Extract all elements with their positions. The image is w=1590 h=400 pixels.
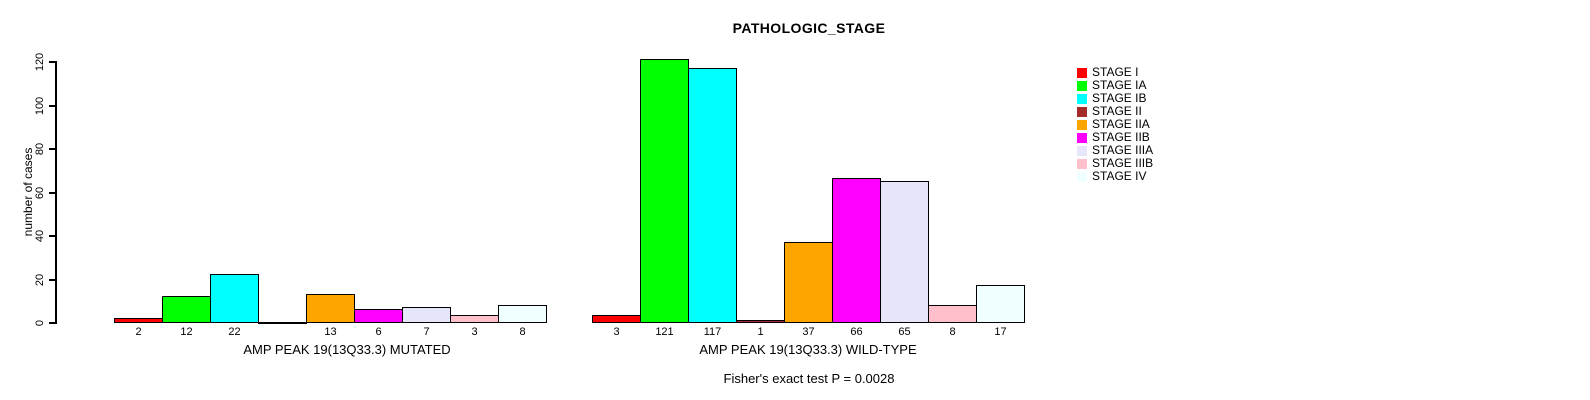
bar-stage-ii-zero [258,322,307,324]
y-tick-mark [49,235,56,237]
y-axis-title: number of cases [21,147,35,236]
bar-stage-ii [736,319,785,323]
bar-value-label: 1 [757,326,764,338]
bar-stage-ia [640,58,689,323]
bar-value-label: 8 [949,326,956,338]
legend: STAGE I STAGE IA STAGE IB STAGE II STAGE IIA… [1077,66,1153,183]
bar-stage-iiia [880,180,929,323]
y-tick-label: 80 [34,142,46,156]
x-axis-label-amp-peak-19-13q33-3-mutated: AMP PEAK 19(13Q33.3) MUTATED [243,342,451,357]
legend-item-stage-ii: STAGE II [1077,105,1153,118]
y-tick-label: 120 [34,52,46,72]
legend-swatch-stage-ii [1077,106,1087,117]
legend-item-stage-ib: STAGE IB [1077,92,1153,105]
chart-title: PATHOLOGIC_STAGE [732,20,886,36]
legend-label: STAGE IIB [1092,130,1150,144]
bar-value-label: 117 [703,326,722,338]
bar-value-label: 3 [471,326,478,338]
bar-stage-ia [162,295,211,323]
bar-value-label: 12 [180,326,193,338]
y-tick-mark [49,148,56,150]
bar-stage-iiib [450,315,499,323]
legend-label: STAGE IIA [1092,117,1150,131]
y-tick-label: 0 [34,319,46,327]
legend-swatch-stage-iiib [1077,158,1087,169]
y-tick-label: 20 [34,273,46,286]
bar-value-label: 37 [802,326,815,338]
legend-label: STAGE IB [1092,91,1147,105]
bar-value-label: 121 [655,326,674,338]
legend-label: STAGE I [1092,65,1139,79]
legend-item-stage-iiia: STAGE IIIA [1077,144,1153,157]
legend-item-stage-iib: STAGE IIB [1077,131,1153,144]
y-tick-label: 100 [34,96,46,115]
x-axis-label-amp-peak-19-13q33-3-wild-type: AMP PEAK 19(13Q33.3) WILD-TYPE [699,342,917,357]
legend-label: STAGE II [1092,104,1142,118]
y-tick-label: 40 [34,229,46,243]
legend-swatch-stage-iv [1077,171,1087,182]
bar-value-label: 6 [375,326,382,338]
bar-stage-iia [784,241,833,323]
y-tick-mark [49,61,56,63]
y-tick-mark [49,322,56,324]
legend-item-stage-i: STAGE I [1077,66,1153,79]
bar-value-label: 65 [898,326,911,338]
bar-value-label: 17 [994,326,1007,338]
bar-stage-iib [832,178,881,323]
bar-stage-i [592,315,641,323]
bar-stage-iia [306,293,355,323]
bar-value-label: 3 [613,326,620,338]
y-tick-mark [49,278,56,281]
bar-stage-iv [976,285,1025,323]
legend-item-stage-iiib: STAGE IIIB [1077,157,1153,170]
legend-swatch-stage-iib [1077,132,1087,143]
y-tick-mark [49,191,56,194]
bar-stage-i [114,317,163,323]
bar-value-label: 7 [423,326,430,338]
y-axis-line [55,61,57,324]
bar-value-label: 22 [228,326,241,338]
legend-label: STAGE IA [1092,78,1147,92]
legend-item-stage-iia: STAGE IIA [1077,118,1153,131]
legend-item-stage-iv: STAGE IV [1077,170,1153,183]
legend-swatch-stage-ib [1077,93,1087,104]
legend-swatch-stage-iia [1077,119,1087,130]
bar-stage-iv [498,304,547,323]
bar-stage-iiib [928,304,977,323]
legend-swatch-stage-i [1077,67,1087,78]
bar-stage-ib [688,67,737,323]
bar-stage-iib [354,308,403,323]
bar-value-label: 13 [324,326,337,338]
bar-stage-ib [210,274,259,323]
legend-swatch-stage-iiia [1077,145,1087,156]
bar-value-label: 2 [135,326,142,338]
fisher-test-note: Fisher's exact test P = 0.0028 [723,371,895,386]
legend-swatch-stage-ia [1077,80,1087,91]
legend-item-stage-ia: STAGE IA [1077,79,1153,92]
legend-label: STAGE IIIB [1092,156,1154,170]
bar-value-label: 8 [519,326,526,338]
y-tick-mark [49,104,56,107]
bar-value-label: 66 [850,326,863,338]
legend-label: STAGE IV [1092,169,1147,183]
bar-stage-iiia [402,306,451,323]
y-tick-label: 60 [34,186,46,199]
legend-label: STAGE IIIA [1092,143,1154,157]
